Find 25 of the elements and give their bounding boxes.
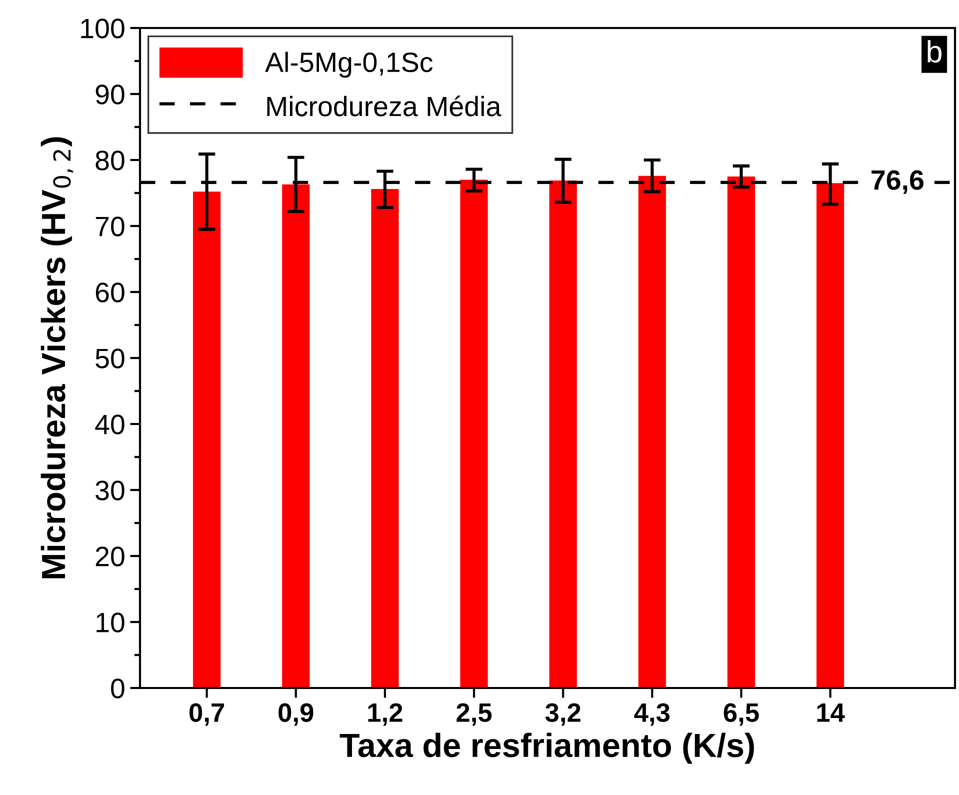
y-tick-label: 60 — [96, 282, 124, 302]
x-tick-label: 0,9 — [278, 703, 314, 726]
y-axis-title: Microdureza Vickers (HV$_{0,2}$) — [40, 137, 74, 578]
legend-label: Al-5Mg-0,1Sc — [265, 52, 433, 78]
x-tick-label: 3,2 — [545, 703, 580, 726]
y-tick-label: 70 — [96, 216, 124, 236]
text: b — [928, 40, 942, 63]
x-tick-label: 4,3 — [634, 703, 670, 726]
y-tick-label: 20 — [96, 546, 124, 566]
y-tick-label: 100 — [81, 18, 124, 38]
annotation: 76,6 — [872, 170, 924, 194]
x-tick-label: 1,2 — [368, 703, 402, 726]
y-tick-label: 50 — [96, 348, 124, 368]
y-tick-label: 30 — [96, 480, 124, 500]
x-tick-label: 14 — [817, 704, 845, 722]
y-tick-label: 90 — [96, 84, 124, 104]
x-tick-label: 0,7 — [190, 703, 224, 726]
y-tick-label: 80 — [96, 150, 124, 170]
legend-label: Microdureza Média — [267, 96, 502, 116]
y-tick-label: 10 — [96, 612, 124, 632]
x-tick-label: 2,5 — [456, 703, 492, 726]
y-tick-label: 0 — [111, 678, 124, 698]
y-tick-label: 40 — [95, 414, 124, 434]
x-axis-title: Taxa de resfriamento (K/s) — [340, 732, 754, 764]
x-tick-label: 6,5 — [724, 703, 759, 726]
